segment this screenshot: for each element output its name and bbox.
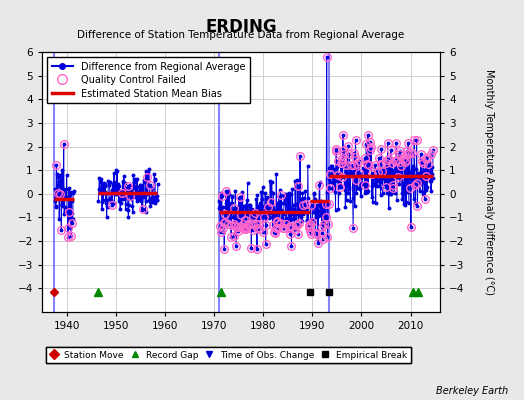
Legend: Station Move, Record Gap, Time of Obs. Change, Empirical Break: Station Move, Record Gap, Time of Obs. C… xyxy=(47,347,411,363)
Y-axis label: Monthly Temperature Anomaly Difference (°C): Monthly Temperature Anomaly Difference (… xyxy=(484,69,494,295)
Text: ERDING: ERDING xyxy=(205,18,277,36)
Text: Difference of Station Temperature Data from Regional Average: Difference of Station Temperature Data f… xyxy=(78,30,405,40)
Text: Berkeley Earth: Berkeley Earth xyxy=(436,386,508,396)
